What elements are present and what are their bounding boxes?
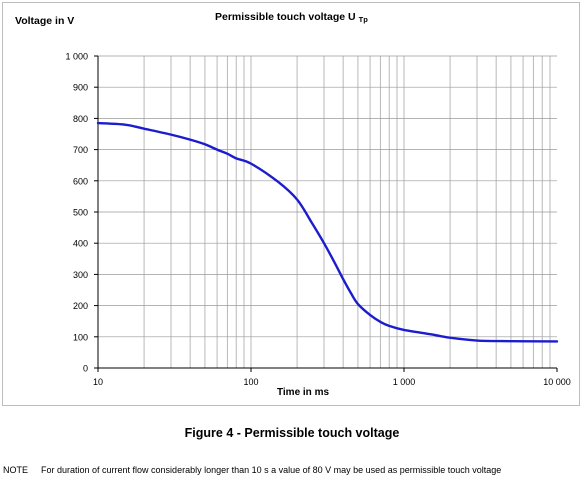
x-tick-label: 1 000	[393, 377, 416, 387]
chart-title: Permissible touch voltage U Tp	[215, 11, 368, 24]
y-tick-label: 200	[73, 301, 88, 311]
y-tick-label: 0	[83, 364, 88, 374]
y-tick-label: 800	[73, 114, 88, 124]
series-layer	[96, 121, 559, 343]
x-axis-label: Time in ms	[277, 387, 329, 398]
chart-title-subscript: Tp	[359, 15, 369, 24]
note-text: For duration of current flow considerabl…	[41, 465, 502, 475]
x-tick-labels: 10 100 1 000 10 000	[93, 377, 571, 387]
y-tick-label: 100	[73, 332, 88, 342]
x-tick-label: 10 000	[543, 377, 571, 387]
y-axis-label: Voltage in V	[15, 15, 74, 27]
axes	[94, 55, 558, 372]
note: NOTE For duration of current flow conside…	[3, 465, 584, 475]
chart-frame: Voltage in V Permissible touch voltage U…	[2, 2, 580, 406]
y-tick-label: 700	[73, 145, 88, 155]
figure-caption: Figure 4 - Permissible touch voltage	[184, 426, 400, 440]
x-tick-label: 10	[93, 377, 103, 387]
series-line-touch-voltage	[96, 121, 559, 343]
y-tick-label: 400	[73, 239, 88, 249]
note-label: NOTE	[3, 465, 29, 475]
horizontal-grid	[98, 55, 557, 338]
y-tick-label: 600	[73, 176, 88, 186]
touch-voltage-chart: Voltage in V Permissible touch voltage U…	[15, 11, 571, 398]
y-tick-label: 500	[73, 208, 88, 218]
y-tick-label: 1 000	[65, 52, 88, 62]
y-tick-labels: 0 100 200 300 400 500 600 700 800 900 1 000	[65, 52, 88, 374]
y-tick-label: 300	[73, 270, 88, 280]
x-tick-label: 100	[243, 377, 258, 387]
y-tick-label: 900	[73, 83, 88, 93]
